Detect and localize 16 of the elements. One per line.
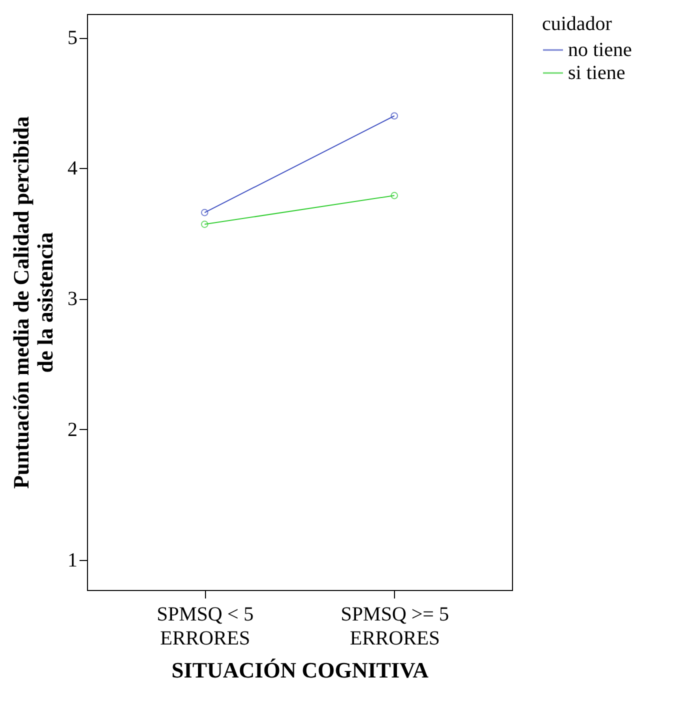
y-tick-label: 4 xyxy=(68,158,78,180)
point xyxy=(200,220,208,228)
y-tick-label: 5 xyxy=(68,27,78,50)
point xyxy=(390,192,398,200)
y-tick-label: 1 xyxy=(68,549,78,572)
legend-title: cuidador xyxy=(542,13,612,35)
x-axis-title: SITUACIÓN COGNITIVA xyxy=(172,658,429,682)
y-axis-title: Puntuación media de Calidad percibida de la asistencia xyxy=(8,116,58,489)
x-tick-label: SPMSQ >= 5 ERRORES xyxy=(340,604,449,650)
y-tick-label: 3 xyxy=(68,288,78,310)
y-tick-label: 2 xyxy=(68,418,78,441)
legend-label: no tiene xyxy=(568,39,632,61)
point xyxy=(200,208,208,216)
legend-label: si tiene xyxy=(568,62,626,84)
point xyxy=(390,112,398,120)
x-tick-label: SPMSQ < 5 ERRORES xyxy=(156,604,254,650)
